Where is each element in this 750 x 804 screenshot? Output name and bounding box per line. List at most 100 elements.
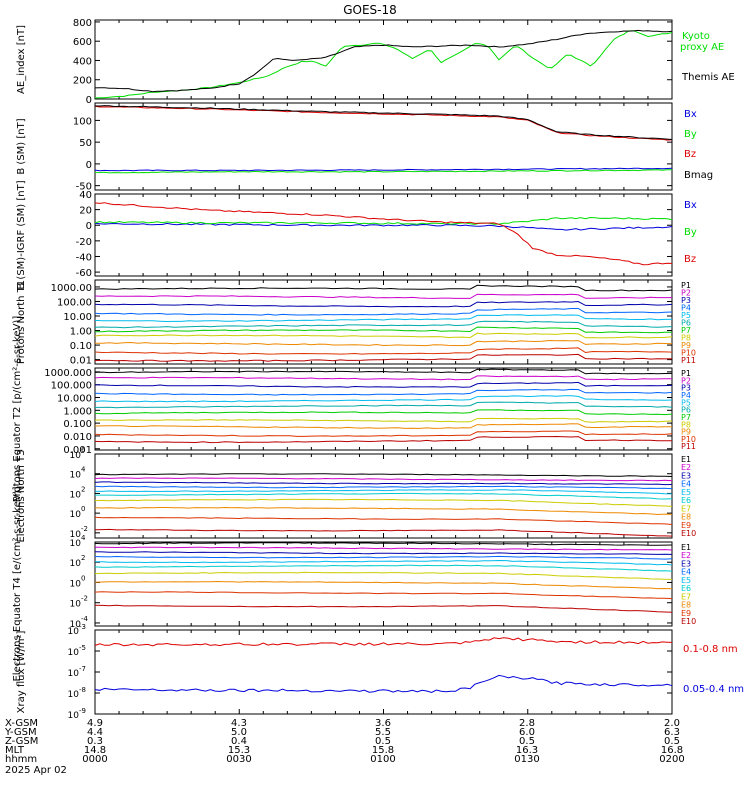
- legend-pn-p6: P6: [681, 319, 691, 328]
- x-axis-value-x-gsm: 4.3: [231, 718, 247, 729]
- y-tick-label: 0: [86, 160, 92, 171]
- channel-line-en-e4: [94, 485, 673, 490]
- legend-bmag: Bmag: [684, 170, 713, 181]
- x-axis-value-mlt: 16.3: [516, 745, 538, 756]
- series-line-bigrf-0: [94, 222, 673, 231]
- channel-line-ee-e5: [95, 559, 673, 566]
- legend-xray-long: 0.1-0.8 nm: [683, 644, 738, 655]
- y-tick-label: 100.00: [57, 297, 92, 308]
- legend-ee-e9: E9: [681, 609, 691, 618]
- y-axis-label-ae: AE_index [nT]: [16, 25, 27, 94]
- channel-line-pe-p7: [94, 409, 673, 416]
- y-tick-label: 200: [73, 76, 92, 87]
- legend-ee-e10: E10: [681, 617, 696, 626]
- legend-by: By: [684, 129, 697, 140]
- channel-line-ee-e3: [94, 551, 673, 555]
- channel-line-pe-p6: [95, 401, 673, 409]
- y-tick-label: 1000.000: [44, 368, 92, 379]
- channel-line-ee-e2: [94, 546, 673, 551]
- x-axis-value-y-gsm: 6.3: [664, 727, 680, 738]
- y-axis-label-pn: Protons North T1: [16, 280, 27, 364]
- channel-line-pn-p2: [94, 293, 672, 299]
- channel-line-pn-p6: [94, 320, 673, 329]
- y-tick-exponent: -2: [81, 525, 88, 533]
- legend-en-e4: E4: [681, 480, 691, 489]
- y-tick-label: -50: [76, 182, 92, 193]
- y-axis-label-ee: Electrons Equator T4 [e/(cm²-s-sr-keV)]: [12, 486, 23, 681]
- channel-line-en-e3: [94, 481, 673, 486]
- y-axis-label-xr: Xray flux [W/m²]: [16, 631, 27, 714]
- y-tick-exponent: 6: [81, 446, 86, 454]
- legend-pe-p11: P11: [681, 442, 696, 451]
- legend-ee-e6: E6: [681, 584, 691, 593]
- channel-line-pn-p8: [94, 332, 673, 339]
- channel-line-pn-p3: [94, 300, 673, 308]
- panel-frame-bigrf: [94, 193, 673, 277]
- legend-pe-p6: P6: [681, 406, 691, 415]
- series-line-bsm-3: [94, 105, 673, 140]
- legend-ee-e1: E1: [681, 543, 691, 552]
- channel-line-en-e10: [94, 528, 673, 537]
- channel-line-ee-e7: [94, 571, 673, 580]
- y-tick-label: 0: [86, 221, 92, 232]
- legend-en-e5: E5: [681, 488, 691, 497]
- y-tick-label: 600: [73, 37, 92, 48]
- x-axis-value-hhmm: 0200: [659, 754, 684, 765]
- series-line-ae-0: [94, 30, 673, 99]
- channel-line-ee-e6: [94, 564, 673, 572]
- x-axis-row-label-y-gsm: Y-GSM: [4, 727, 37, 738]
- x-axis-value-y-gsm: 5.0: [231, 727, 247, 738]
- y-tick-label: 10.000: [57, 393, 92, 404]
- y-tick-label: 10: [70, 471, 82, 481]
- y-tick-label: 1.00: [70, 327, 92, 338]
- channel-line-pe-p9: [94, 423, 673, 429]
- series-line-bsm-0: [94, 167, 673, 172]
- legend-pe-p4: P4: [681, 391, 691, 400]
- channel-line-pe-p3: [95, 381, 673, 388]
- y-tick-label: 800: [73, 18, 92, 29]
- y-tick-label: 10: [70, 559, 82, 569]
- y-tick-label: 10.00: [63, 312, 92, 323]
- x-axis-value-z-gsm: 0.5: [375, 736, 391, 747]
- panel-frame-pn: [94, 279, 673, 365]
- y-tick-label: 0.10: [70, 341, 92, 352]
- legend-bx: Bx: [684, 109, 697, 120]
- y-tick-label: 10: [70, 620, 82, 630]
- y-tick-label: 10: [70, 490, 82, 500]
- channel-line-pe-p1: [94, 368, 673, 375]
- x-axis-value-mlt: 16.8: [661, 745, 683, 756]
- y-tick-exponent: 0: [81, 505, 85, 513]
- legend-bz: Bz: [684, 149, 696, 160]
- panel-frame-pe: [94, 367, 673, 451]
- legend-pe-p8: P8: [681, 420, 691, 429]
- y-tick-exponent: 0: [81, 574, 85, 582]
- x-axis-value-y-gsm: 6.0: [519, 727, 535, 738]
- y-tick-label: 10: [68, 648, 80, 658]
- legend-pe-p1: P1: [681, 369, 691, 378]
- legend-pe-p7: P7: [681, 413, 691, 422]
- legend-pn-p3: P3: [681, 296, 691, 305]
- x-axis-value-z-gsm: 0.3: [87, 736, 103, 747]
- channel-line-pe-p8: [94, 417, 673, 423]
- x-axis-value-mlt: 15.3: [228, 745, 250, 756]
- legend-pn-p2: P2: [681, 289, 691, 298]
- y-tick-label: 0.010: [63, 432, 92, 443]
- y-axis-label-pe: Protons Equator T2 [p/(cm²-s-sr-keV)]: [12, 316, 23, 503]
- x-axis-value-hhmm: 0000: [82, 754, 107, 765]
- channel-line-ee-e1: [94, 542, 673, 546]
- channel-line-pe-p4: [94, 388, 673, 396]
- legend-pn-p10: P10: [681, 349, 696, 358]
- channel-line-en-e9: [94, 516, 673, 525]
- y-tick-exponent: 4: [81, 466, 86, 474]
- y-tick-label: 10: [68, 711, 80, 721]
- y-tick-exponent: 2: [81, 554, 85, 562]
- y-tick-exponent: 2: [81, 485, 85, 493]
- x-axis-value-x-gsm: 2.8: [519, 718, 535, 729]
- legend-en-e9: E9: [681, 521, 691, 530]
- legend-ee-e2: E2: [681, 551, 691, 560]
- series-line-ae-1: [94, 29, 673, 93]
- legend-kyoto: Kyoto: [682, 31, 710, 42]
- legend-pe-p3: P3: [681, 384, 691, 393]
